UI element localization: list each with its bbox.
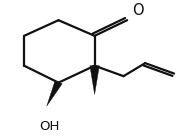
Polygon shape [47, 82, 62, 106]
Text: O: O [132, 3, 144, 18]
Text: OH: OH [39, 120, 60, 133]
Polygon shape [90, 66, 99, 94]
